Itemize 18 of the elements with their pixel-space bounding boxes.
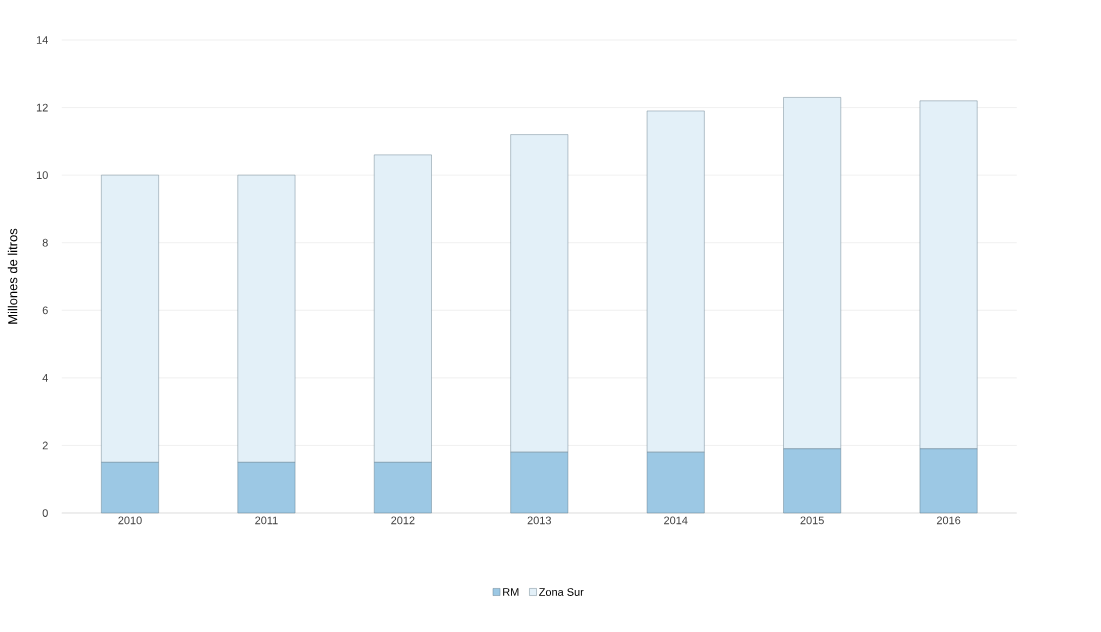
legend-label: Zona Sur (539, 588, 584, 596)
x-tick-label: 2015 (800, 516, 824, 525)
x-tick-label: 2011 (255, 516, 278, 525)
y-tick-label: 14 (36, 36, 48, 44)
x-tick-label: 2014 (664, 516, 688, 525)
y-tick-label: 4 (42, 374, 48, 382)
y-tick-label: 12 (36, 103, 48, 112)
x-tick-label: 2010 (118, 516, 142, 525)
y-tick-label: 8 (42, 238, 48, 247)
y-tick-label: 6 (42, 306, 48, 315)
y-tick-label: 10 (36, 171, 48, 180)
y-tick-label: 0 (42, 509, 48, 517)
y-tick-label: 2 (42, 441, 48, 450)
legend-label: RM (503, 588, 519, 596)
y-axis-title: Millones de litros (7, 228, 18, 324)
x-tick-label: 2016 (936, 516, 961, 525)
x-tick-label: 2012 (391, 516, 415, 525)
x-tick-label: 2013 (527, 516, 551, 525)
